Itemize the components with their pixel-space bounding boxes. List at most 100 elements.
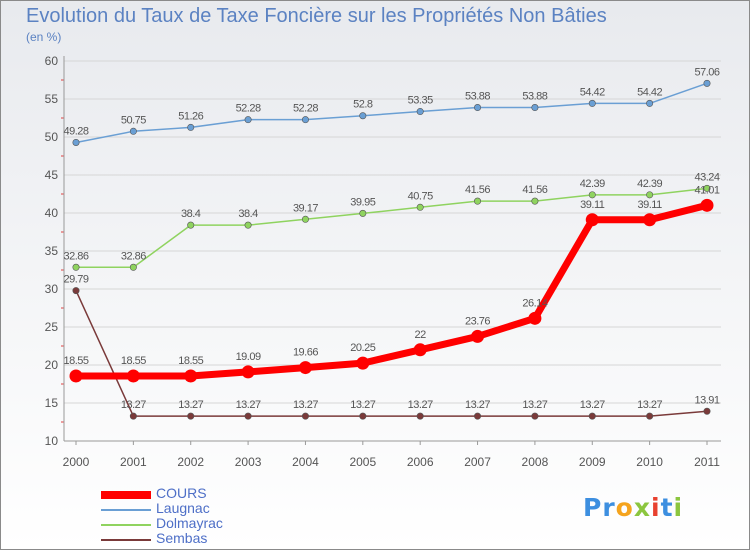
data-point-laugnac-2004 <box>301 116 309 124</box>
data-label-cours-2009: 39.11 <box>580 199 605 211</box>
series-line-cours <box>76 201 708 380</box>
data-point-sembas-2004 <box>301 412 309 420</box>
data-point-dolmayrac-2011 <box>703 184 711 192</box>
x-tick-label-2011: 2011 <box>694 455 720 469</box>
data-point-sembas-2000 <box>72 287 80 295</box>
y-tick-label-35: 35 <box>45 244 59 258</box>
data-point-dolmayrac-2007 <box>474 197 482 205</box>
data-label-dolmayrac-2011: 43.24 <box>694 171 719 183</box>
data-point-cours-2005 <box>356 356 370 370</box>
data-point-cours-2010 <box>643 213 657 227</box>
data-label-laugnac-2004: 52.28 <box>293 103 318 115</box>
data-label-sembas-2004: 13.27 <box>293 399 318 411</box>
data-label-sembas-2008: 13.27 <box>522 399 547 411</box>
data-point-dolmayrac-2002 <box>187 221 195 229</box>
data-label-cours-2000: 18.55 <box>63 355 88 367</box>
data-label-dolmayrac-2001: 32.86 <box>121 250 146 262</box>
data-point-dolmayrac-2006 <box>416 203 424 211</box>
data-label-dolmayrac-2009: 42.39 <box>580 178 605 190</box>
data-point-laugnac-2010 <box>646 99 654 107</box>
data-point-dolmayrac-2003 <box>244 221 252 229</box>
data-point-sembas-2010 <box>646 412 654 420</box>
legend-label-sembas: Sembas <box>156 530 208 546</box>
data-point-cours-2003 <box>241 365 255 379</box>
data-point-laugnac-2002 <box>187 123 195 131</box>
data-label-sembas-2005: 13.27 <box>350 399 375 411</box>
legend-swatch-laugnac <box>101 509 151 511</box>
x-tick-label-2005: 2005 <box>349 455 376 469</box>
y-tick-label-25: 25 <box>45 320 59 334</box>
data-point-laugnac-2005 <box>359 112 367 120</box>
data-point-cours-2000 <box>69 369 83 383</box>
data-point-dolmayrac-2008 <box>531 197 539 205</box>
series-line-sembas <box>75 290 708 417</box>
data-label-dolmayrac-2005: 39.95 <box>350 196 375 208</box>
data-point-sembas-2011 <box>703 407 711 415</box>
data-label-cours-2006: 22 <box>415 329 427 341</box>
data-point-laugnac-2007 <box>474 104 482 112</box>
data-point-cours-2007 <box>471 329 485 343</box>
data-label-laugnac-2006: 53.35 <box>408 95 433 107</box>
data-label-cours-2008: 26.14 <box>522 297 547 309</box>
data-label-cours-2010: 39.11 <box>638 199 663 211</box>
data-point-laugnac-2003 <box>244 116 252 124</box>
data-point-laugnac-2006 <box>416 108 424 116</box>
data-label-laugnac-2001: 50.75 <box>121 114 146 126</box>
data-label-sembas-2010: 13.27 <box>637 399 662 411</box>
data-label-sembas-2007: 13.27 <box>465 399 490 411</box>
data-label-sembas-2001: 13.27 <box>121 399 146 411</box>
data-point-cours-2011 <box>700 198 714 212</box>
y-tick-label-55: 55 <box>45 92 59 106</box>
legend-swatch-cours <box>101 491 151 499</box>
data-point-dolmayrac-2000 <box>72 263 80 271</box>
y-tick-label-15: 15 <box>45 396 59 410</box>
x-tick-label-2002: 2002 <box>177 455 204 469</box>
data-label-dolmayrac-2002: 38.4 <box>181 208 201 220</box>
data-point-cours-2008 <box>528 311 542 325</box>
legend-label-cours: COURS <box>156 485 207 501</box>
data-label-laugnac-2005: 52.8 <box>353 99 373 111</box>
y-tick-label-20: 20 <box>45 358 59 372</box>
data-label-cours-2003: 19.09 <box>236 351 261 363</box>
data-point-laugnac-2008 <box>531 104 539 112</box>
x-tick-label-2009: 2009 <box>579 455 606 469</box>
y-tick-label-60: 60 <box>45 54 59 68</box>
data-label-laugnac-2010: 54.42 <box>637 86 662 98</box>
y-tick-label-45: 45 <box>45 168 59 182</box>
data-label-laugnac-2009: 54.42 <box>580 86 605 98</box>
data-point-sembas-2003 <box>244 412 252 420</box>
legend-swatch-dolmayrac <box>101 524 151 526</box>
x-tick-label-2000: 2000 <box>63 455 90 469</box>
data-label-sembas-2002: 13.27 <box>178 399 203 411</box>
data-label-sembas-2000: 29.79 <box>63 274 88 286</box>
data-label-sembas-2006: 13.27 <box>408 399 433 411</box>
data-point-dolmayrac-2009 <box>588 191 596 199</box>
y-tick-label-40: 40 <box>45 206 59 220</box>
data-label-laugnac-2011: 57.06 <box>694 66 719 78</box>
x-tick-label-2008: 2008 <box>522 455 549 469</box>
data-point-dolmayrac-2004 <box>301 215 309 223</box>
proxiti-logo: Proxiti <box>583 493 684 522</box>
data-point-sembas-2007 <box>474 412 482 420</box>
data-label-dolmayrac-2006: 40.75 <box>408 190 433 202</box>
data-label-dolmayrac-2010: 42.39 <box>637 178 662 190</box>
data-point-sembas-2009 <box>588 412 596 420</box>
x-tick-label-2003: 2003 <box>235 455 262 469</box>
data-label-cours-2001: 18.55 <box>121 355 146 367</box>
data-label-cours-2005: 20.25 <box>350 342 375 354</box>
data-point-laugnac-2011 <box>703 79 711 87</box>
data-label-laugnac-2000: 49.28 <box>63 125 88 137</box>
data-label-laugnac-2002: 51.26 <box>178 110 203 122</box>
x-tick-label-2007: 2007 <box>464 455 491 469</box>
data-label-sembas-2011: 13.91 <box>694 394 719 406</box>
y-tick-label-50: 50 <box>45 130 59 144</box>
y-tick-label-30: 30 <box>45 282 59 296</box>
data-point-dolmayrac-2001 <box>129 263 137 271</box>
data-label-dolmayrac-2003: 38.4 <box>238 208 258 220</box>
data-point-sembas-2005 <box>359 412 367 420</box>
data-label-dolmayrac-2007: 41.56 <box>465 184 490 196</box>
data-label-cours-2011: 41.01 <box>694 184 719 196</box>
data-label-cours-2002: 18.55 <box>178 355 203 367</box>
